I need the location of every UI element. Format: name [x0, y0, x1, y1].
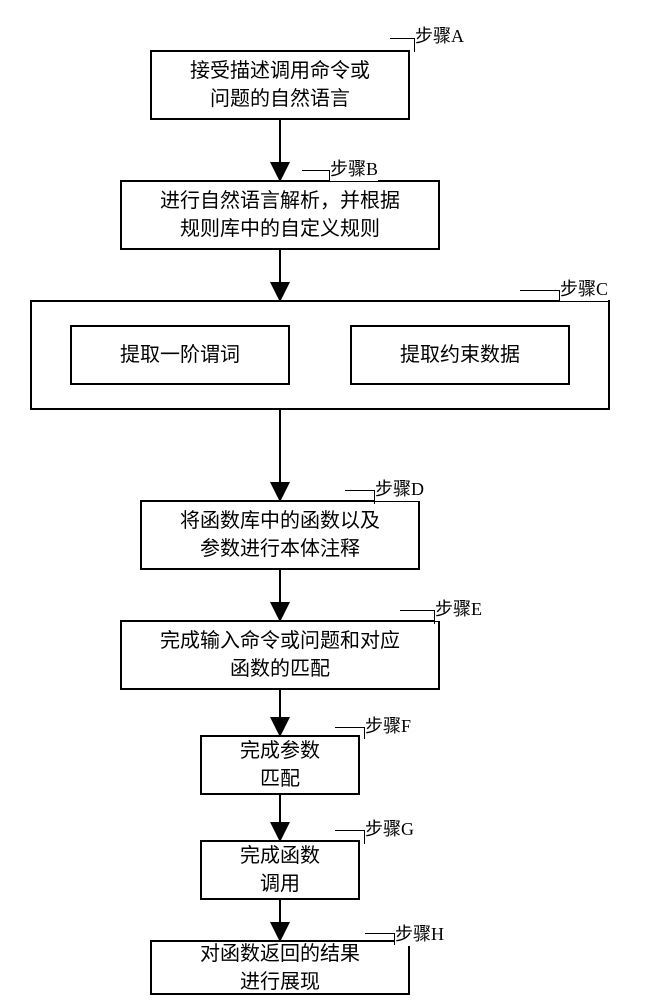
node-step-g: 完成函数调用 [200, 840, 360, 900]
node-step-h: 对函数返回的结果进行展现 [150, 940, 410, 995]
node-step-e: 完成输入命令或问题和对应函数的匹配 [120, 620, 440, 690]
leader-g [335, 830, 365, 844]
leader-c [520, 290, 560, 302]
leader-a [390, 38, 415, 52]
node-step-d: 将函数库中的函数以及参数进行本体注释 [140, 500, 420, 570]
leader-f [335, 727, 365, 739]
leader-b [302, 170, 330, 182]
label-step-b: 步骤B [330, 155, 378, 181]
label-step-e: 步骤E [435, 595, 482, 621]
label-step-d: 步骤D [375, 475, 424, 501]
label-step-h: 步骤H [395, 920, 444, 946]
node-step-c-left: 提取一阶谓词 [70, 325, 290, 385]
node-step-a: 接受描述调用命令或问题的自然语言 [150, 50, 410, 120]
node-step-f: 完成参数匹配 [200, 735, 360, 795]
leader-h [365, 933, 395, 945]
label-step-c: 步骤C [560, 275, 608, 301]
label-step-a: 步骤A [415, 22, 464, 48]
label-step-g: 步骤G [365, 815, 414, 841]
leader-e [400, 610, 435, 624]
node-step-b: 进行自然语言解析，并根据规则库中的自定义规则 [120, 180, 440, 250]
leader-d [345, 490, 375, 504]
node-step-c-right: 提取约束数据 [350, 325, 570, 385]
label-step-f: 步骤F [365, 712, 411, 738]
